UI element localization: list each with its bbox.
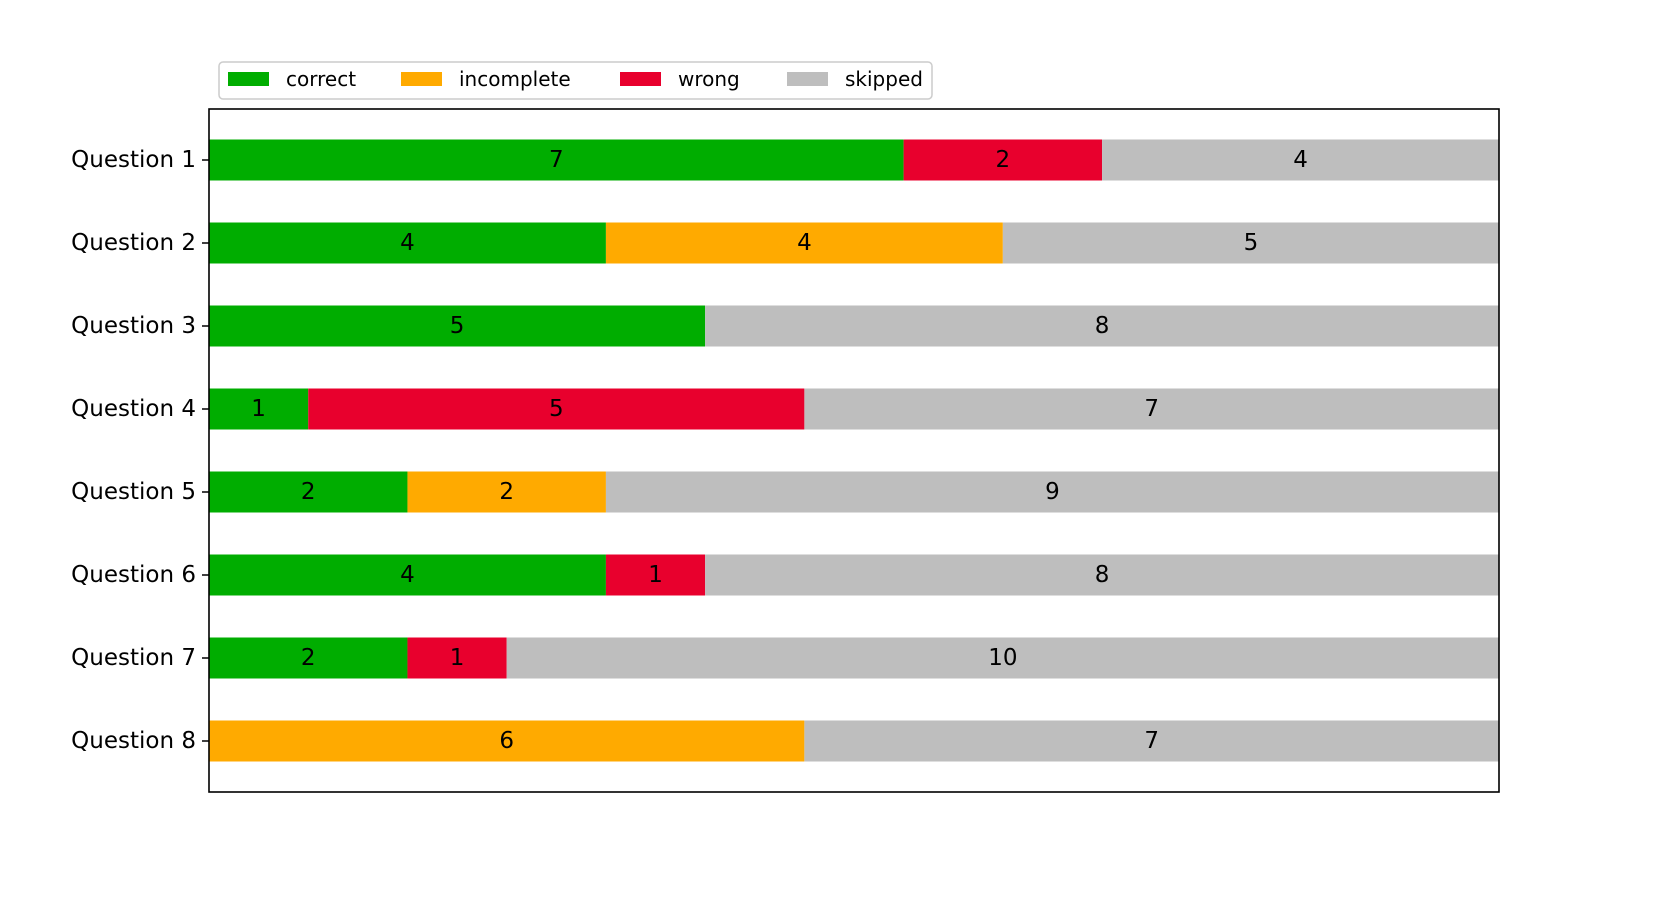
bar-correct-q1 [209,139,904,181]
bar-incomplete-q5 [407,471,606,513]
bar-label-correct-q3: 5 [450,313,465,339]
bar-incomplete-q2 [605,222,1003,264]
bar-label-skipped-q3: 8 [1095,313,1110,339]
plot-background [209,109,1499,792]
bar-label-skipped-q7: 10 [988,645,1017,671]
y-tick-label: Question 6 [71,562,196,588]
plot-frame [208,108,1500,793]
y-tick-label: Question 3 [71,313,196,339]
y-tick-label: Question 2 [71,230,196,256]
bar-correct-q7 [209,637,408,679]
bar-label-wrong-q7: 1 [450,645,465,671]
bar-skipped-q1 [1102,139,1499,181]
legend-swatch-incomplete [401,72,442,86]
legend-label-skipped: skipped [845,67,923,91]
bar-correct-q4 [209,388,309,430]
bar-label-incomplete-q2: 4 [797,230,812,256]
bar-label-incomplete-q8: 6 [499,728,514,754]
y-tick-label: Question 7 [71,645,196,671]
bar-skipped-q7 [506,637,1499,679]
legend-label-correct: correct [286,67,356,91]
bar-label-skipped-q6: 8 [1095,562,1110,588]
bar-label-correct-q2: 4 [400,230,415,256]
bar-label-skipped-q2: 5 [1244,230,1259,256]
bar-label-correct-q1: 7 [549,147,564,173]
bar-label-correct-q6: 4 [400,562,415,588]
bar-label-correct-q5: 2 [301,479,316,505]
y-axis: Question 1 Question 2 Question 3 Question 4… [71,147,209,754]
bar-skipped-q3 [705,305,1499,347]
legend-label-incomplete: incomplete [459,67,571,91]
legend-frame [218,61,933,100]
y-tick-label: Question 5 [71,479,196,505]
bar-skipped-q2 [1002,222,1499,264]
bar-label-wrong-q1: 2 [996,147,1011,173]
bar-label-wrong-q4: 5 [549,396,564,422]
legend-swatch-correct [228,72,269,86]
bars-layer [209,139,1499,762]
bar-skipped-q4 [804,388,1499,430]
bar-label-wrong-q6: 1 [648,562,663,588]
bar-label-skipped-q4: 7 [1144,396,1159,422]
bar-label-correct-q7: 2 [301,645,316,671]
y-tick-label: Question 4 [71,396,196,422]
bar-correct-q3 [209,305,706,347]
bar-skipped-q8 [804,720,1499,762]
bar-correct-q6 [209,554,606,596]
bar-correct-q5 [209,471,408,513]
y-tick-label: Question 1 [71,147,196,173]
legend-label-wrong: wrong [678,67,740,91]
data-labels-layer: 7 2 4 4 4 5 5 8 1 5 7 2 2 9 4 1 8 2 1 10 6 7 [251,147,1308,754]
bar-label-skipped-q1: 4 [1293,147,1308,173]
bar-label-correct-q4: 1 [251,396,266,422]
bar-correct-q2 [209,222,606,264]
legend-swatch-wrong [620,72,661,86]
legend: correct incomplete wrong skipped [218,61,933,100]
bar-label-skipped-q8: 7 [1144,728,1159,754]
bar-wrong-q4 [308,388,805,430]
bar-label-incomplete-q5: 2 [499,479,514,505]
bar-skipped-q5 [605,471,1499,513]
legend-swatch-skipped [787,72,828,86]
bar-wrong-q6 [605,554,706,596]
bar-wrong-q7 [407,637,507,679]
bar-incomplete-q8 [209,720,805,762]
bar-label-skipped-q5: 9 [1045,479,1060,505]
bar-wrong-q1 [903,139,1103,181]
y-tick-label: Question 8 [71,728,196,754]
bar-skipped-q6 [705,554,1499,596]
